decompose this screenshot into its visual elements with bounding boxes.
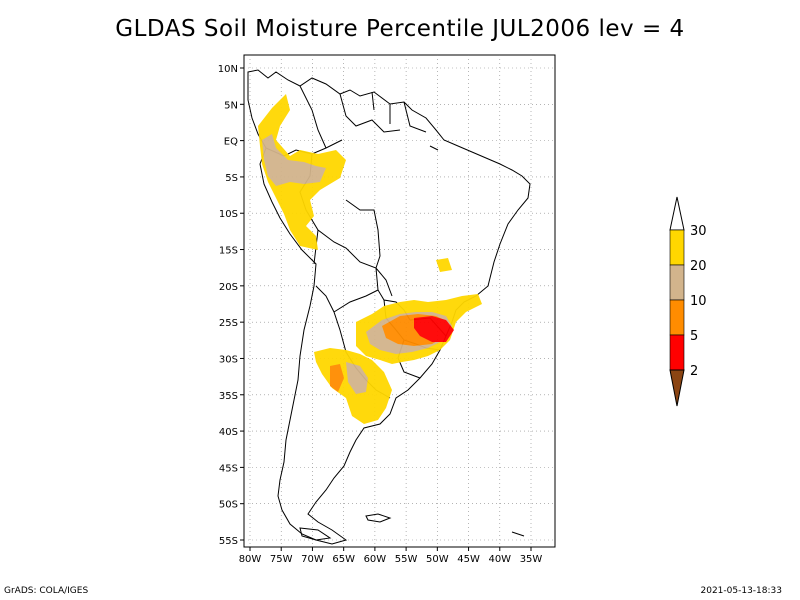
- legend-label-2: 2: [690, 364, 698, 379]
- legend-label-5: 5: [690, 329, 698, 344]
- legend-swatch-30: [669, 229, 685, 266]
- lon-tick-label: 50W: [426, 554, 449, 565]
- lat-tick-label: 5S: [225, 173, 238, 184]
- lat-tick-label: EQ: [224, 137, 238, 148]
- percentile-shading: [258, 94, 482, 424]
- shade-region-southeast-red: [414, 316, 454, 342]
- lon-tick-label: 55W: [395, 554, 418, 565]
- shade-region-pampas-tan: [346, 362, 368, 394]
- south-america-coastline: [247, 69, 531, 545]
- lon-tick-label: 75W: [270, 554, 293, 565]
- lat-tick-label: 5N: [224, 100, 238, 111]
- lat-tick-label: 25S: [219, 318, 238, 329]
- legend-label-10: 10: [690, 294, 707, 309]
- lat-tick-label: 55S: [219, 536, 238, 547]
- lon-tick-label: 70W: [301, 554, 324, 565]
- lat-tick-label: 15S: [219, 246, 238, 257]
- lat-tick-label: 30S: [219, 354, 238, 365]
- grid-lines: [240, 55, 555, 551]
- lat-tick-label: 10N: [218, 64, 238, 75]
- footer-timestamp: 2021-05-13-18:33: [700, 586, 783, 596]
- shade-region-bolivia-yellow: [436, 258, 452, 272]
- legend-swatch-5: [669, 334, 685, 371]
- shade-region-pampas-orange: [330, 364, 344, 392]
- legend-swatch-10: [669, 299, 685, 336]
- legend-label-20: 20: [690, 259, 707, 274]
- latitude-labels: 10N 5N EQ 5S 10S 15S 20S 25S 30S 35S 40S 45S 50S 55S: [218, 64, 238, 547]
- lat-tick-label: 10S: [219, 209, 238, 220]
- lat-tick-label: 20S: [219, 282, 238, 293]
- lon-tick-label: 45W: [457, 554, 480, 565]
- legend-bottom-triangle: [669, 369, 685, 407]
- falkland-islands: [365, 513, 392, 523]
- legend-swatch-20: [669, 264, 685, 301]
- tierra-del-fuego: [299, 527, 332, 541]
- legend-top-triangle: [669, 196, 685, 231]
- longitude-labels: 80W 75W 70W 65W 60W 55W 50W 45W 40W 35W: [239, 554, 543, 565]
- caribbean-coast-islands: [429, 145, 525, 537]
- shade-region-north-tan: [262, 134, 326, 186]
- lat-tick-label: 45S: [219, 463, 238, 474]
- map-frame: [243, 54, 556, 548]
- lon-tick-label: 60W: [364, 554, 387, 565]
- lon-tick-label: 65W: [332, 554, 355, 565]
- legend-label-30: 30: [690, 224, 707, 239]
- lon-tick-label: 35W: [520, 554, 543, 565]
- color-legend: 30 20 10 5 2: [669, 196, 707, 407]
- lon-tick-label: 80W: [239, 554, 262, 565]
- map-title: GLDAS Soil Moisture Percentile JUL2006 l…: [115, 16, 685, 42]
- lon-tick-label: 40W: [488, 554, 511, 565]
- footer-credit: GrADS: COLA/IGES: [4, 586, 89, 596]
- lat-tick-label: 40S: [219, 427, 238, 438]
- lat-tick-label: 50S: [219, 500, 238, 511]
- lat-tick-label: 35S: [219, 391, 238, 402]
